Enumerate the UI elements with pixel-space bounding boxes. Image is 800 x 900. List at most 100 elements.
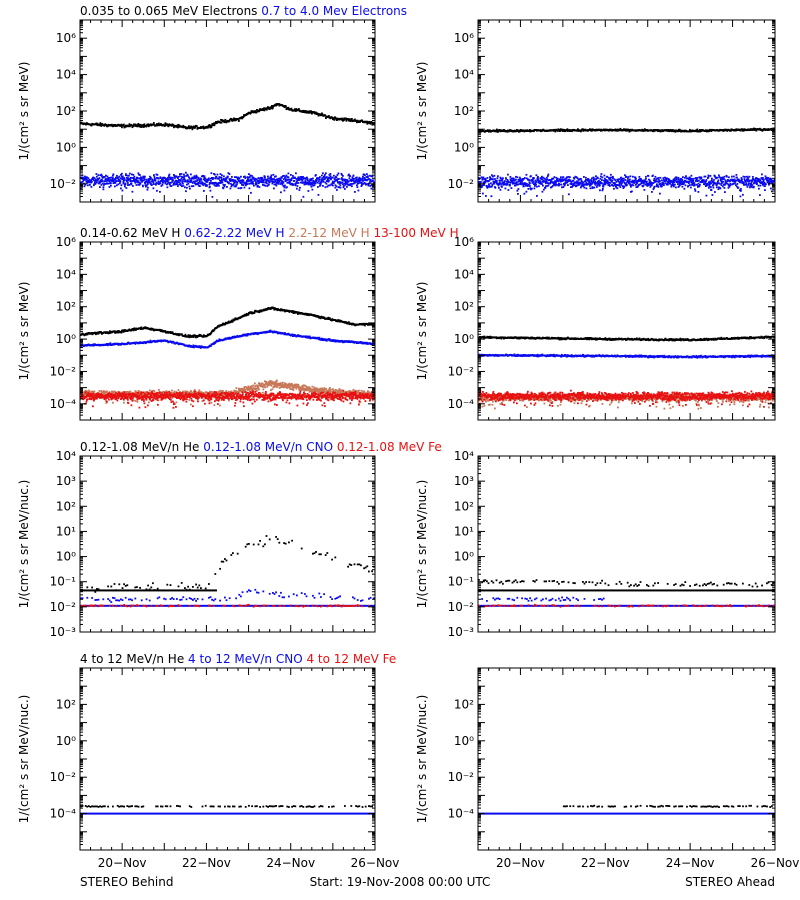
data-point	[271, 105, 273, 107]
data-point	[182, 178, 185, 181]
data-point	[237, 176, 240, 179]
data-point	[581, 184, 584, 187]
data-point	[341, 177, 343, 179]
data-point	[663, 184, 665, 187]
data-point	[523, 129, 525, 132]
data-point	[178, 179, 180, 181]
data-point	[635, 183, 637, 186]
data-point	[746, 178, 749, 180]
data-point	[169, 185, 172, 187]
data-point	[726, 182, 729, 185]
data-point	[364, 324, 366, 327]
data-point	[281, 177, 283, 179]
data-point	[148, 179, 151, 181]
data-point	[158, 183, 160, 185]
data-point	[743, 178, 746, 180]
data-point	[86, 333, 89, 336]
data-point	[606, 175, 609, 178]
data-point	[488, 183, 490, 186]
data-point	[539, 177, 542, 180]
data-point	[367, 175, 369, 178]
data-point	[306, 182, 308, 185]
data-point	[133, 177, 136, 180]
data-point	[152, 180, 154, 183]
data-point	[761, 129, 764, 132]
data-point	[703, 175, 706, 178]
data-point	[523, 185, 525, 188]
data-point	[727, 186, 730, 189]
data-point	[277, 177, 280, 180]
data-point	[728, 185, 731, 188]
data-point	[315, 111, 317, 114]
data-point	[213, 173, 215, 175]
data-point	[195, 177, 197, 180]
data-point	[334, 186, 337, 189]
data-point	[762, 177, 764, 179]
data-point	[256, 185, 259, 188]
data-point	[629, 182, 631, 185]
data-point	[699, 183, 701, 186]
data-point	[347, 180, 349, 183]
data-point	[743, 181, 745, 184]
data-point	[90, 186, 93, 188]
data-point	[519, 176, 521, 179]
data-point	[748, 182, 750, 185]
data-point	[284, 177, 286, 179]
data-point	[579, 181, 582, 184]
data-point	[267, 106, 270, 109]
data-point	[281, 308, 283, 311]
data-point	[629, 178, 631, 181]
data-point	[723, 175, 726, 178]
data-point	[657, 129, 660, 131]
data-point	[180, 173, 183, 175]
data-point	[644, 183, 647, 186]
data-point	[125, 173, 127, 175]
data-point	[545, 182, 547, 185]
y-tick-label: 10⁻²	[50, 177, 77, 191]
data-point	[261, 179, 263, 182]
data-point	[192, 345, 194, 348]
data-point	[181, 333, 183, 336]
data-point	[348, 177, 351, 180]
data-point	[235, 176, 238, 179]
legend: 0.035 to 0.065 MeV Electrons 0.7 to 4.0 …	[80, 4, 407, 18]
data-point	[145, 180, 147, 183]
data-point	[131, 173, 133, 176]
data-point	[195, 183, 197, 186]
data-point	[270, 174, 273, 177]
data-point	[580, 129, 583, 132]
data-point	[160, 185, 163, 187]
data-point	[91, 333, 94, 336]
data-point	[172, 184, 175, 186]
data-point	[279, 309, 282, 312]
data-point	[262, 184, 264, 186]
data-point	[514, 179, 516, 182]
data-point	[640, 181, 643, 184]
data-point	[644, 179, 646, 182]
data-point	[642, 181, 644, 184]
data-point	[660, 184, 663, 186]
data-point	[253, 184, 255, 187]
data-point	[714, 191, 716, 193]
data-point	[567, 176, 570, 178]
data-point	[299, 178, 301, 181]
data-point	[372, 180, 374, 182]
data-point	[241, 116, 243, 118]
data-point	[646, 185, 649, 187]
data-point	[637, 180, 640, 182]
data-point	[107, 178, 110, 181]
data-point	[572, 179, 575, 182]
data-point	[135, 123, 137, 126]
data-point	[688, 178, 690, 180]
data-point	[313, 184, 316, 187]
data-point	[684, 180, 687, 182]
data-point	[352, 179, 354, 182]
data-point	[628, 129, 630, 131]
data-point	[608, 177, 610, 179]
data-point	[308, 183, 311, 186]
data-point	[481, 178, 484, 181]
data-point	[520, 183, 523, 186]
data-point	[309, 182, 311, 184]
data-point	[644, 128, 646, 131]
plot-area	[80, 103, 375, 198]
